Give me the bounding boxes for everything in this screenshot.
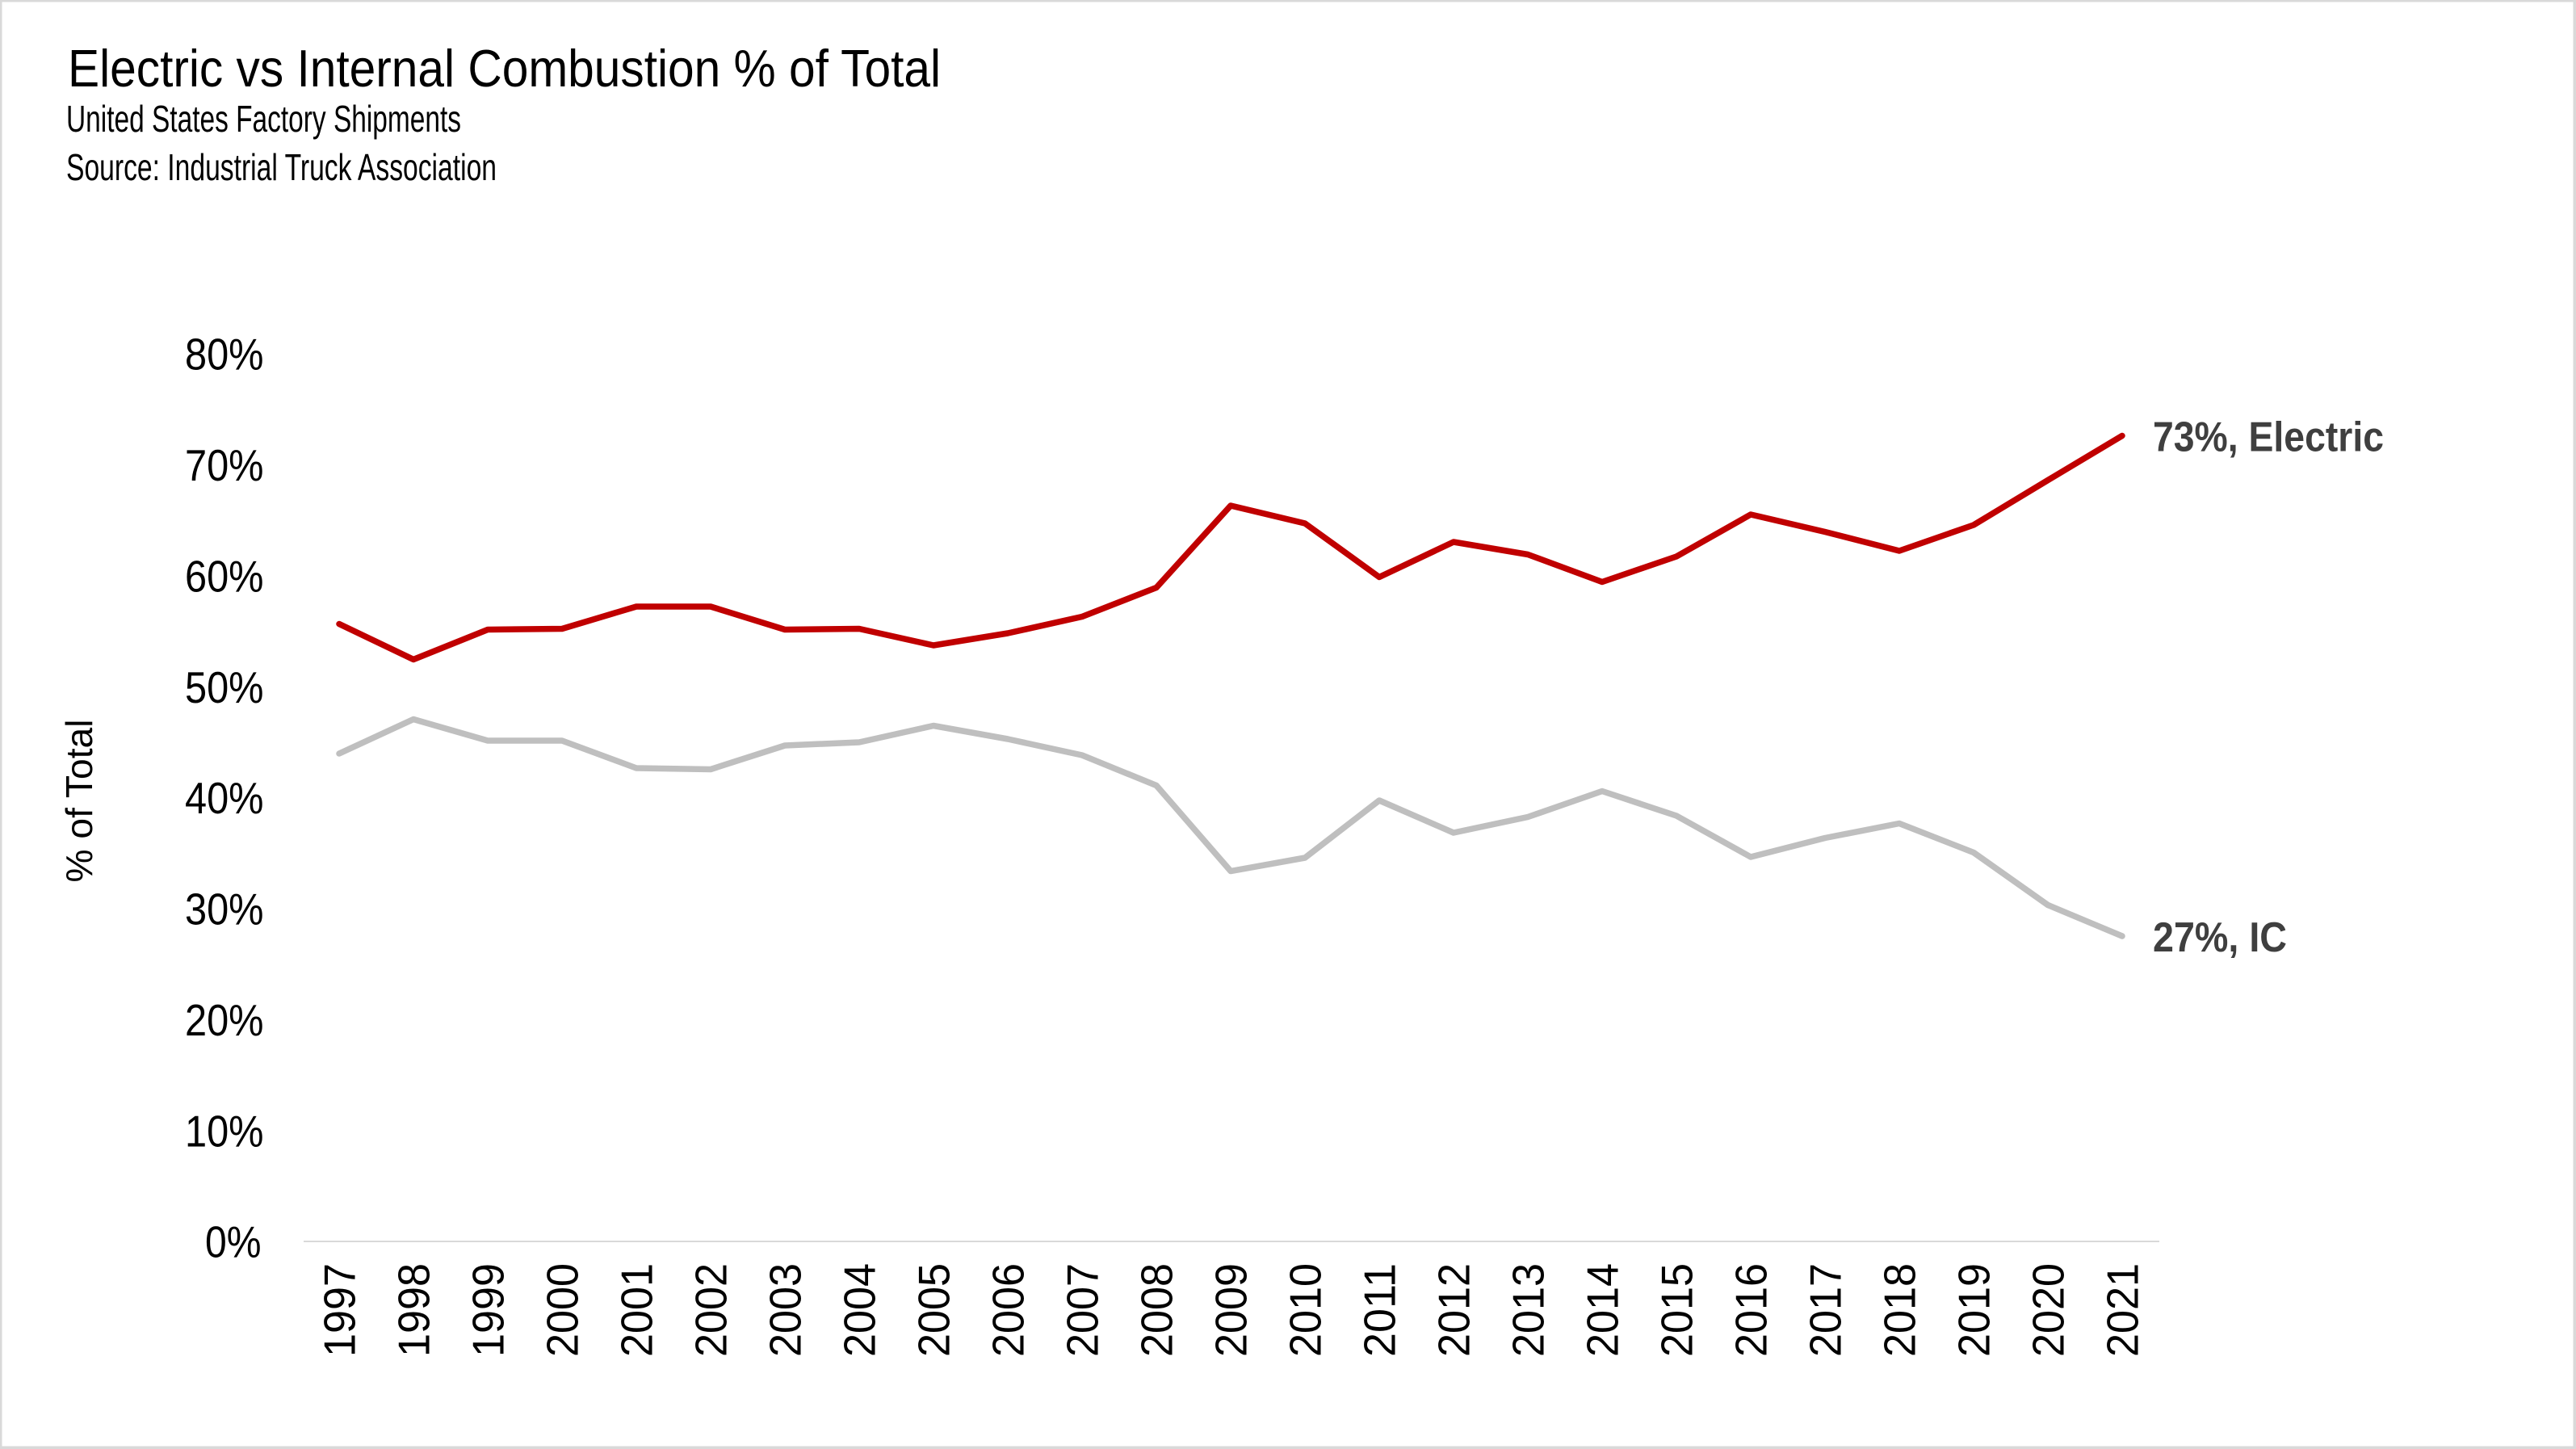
- svg-text:1998: 1998: [389, 1263, 439, 1357]
- svg-text:2010: 2010: [1281, 1263, 1331, 1357]
- svg-text:30%: 30%: [185, 884, 264, 934]
- svg-text:2008: 2008: [1132, 1263, 1182, 1357]
- svg-text:10%: 10%: [185, 1106, 264, 1156]
- svg-text:2006: 2006: [984, 1263, 1034, 1357]
- svg-text:2019: 2019: [1949, 1263, 1999, 1357]
- svg-text:27%, IC: 27%, IC: [2153, 914, 2287, 961]
- svg-text:2014: 2014: [1578, 1263, 1628, 1357]
- svg-text:80%: 80%: [185, 330, 264, 380]
- svg-text:2007: 2007: [1058, 1263, 1108, 1357]
- svg-text:United States Factory Shipment: United States Factory Shipments: [66, 98, 461, 140]
- svg-text:Source: Industrial Truck Assoc: Source: Industrial Truck Association: [66, 146, 497, 188]
- svg-text:1999: 1999: [464, 1263, 514, 1357]
- svg-text:2012: 2012: [1429, 1263, 1479, 1357]
- svg-text:% of Total: % of Total: [58, 720, 100, 883]
- svg-text:Electric vs Internal Combustio: Electric vs Internal Combustion % of Tot…: [68, 39, 941, 98]
- svg-text:20%: 20%: [185, 995, 264, 1045]
- svg-text:2020: 2020: [2024, 1263, 2074, 1357]
- svg-text:2003: 2003: [761, 1263, 811, 1357]
- svg-text:2018: 2018: [1875, 1263, 1925, 1357]
- svg-text:60%: 60%: [185, 552, 264, 602]
- svg-text:2009: 2009: [1206, 1263, 1257, 1357]
- svg-text:2016: 2016: [1726, 1263, 1777, 1357]
- svg-text:0%: 0%: [205, 1217, 262, 1267]
- svg-text:2001: 2001: [612, 1263, 662, 1357]
- svg-text:2013: 2013: [1504, 1263, 1554, 1357]
- svg-text:1997: 1997: [315, 1263, 365, 1357]
- svg-text:73%, Electric: 73%, Electric: [2153, 414, 2384, 461]
- svg-text:2002: 2002: [686, 1263, 736, 1357]
- svg-text:2015: 2015: [1652, 1263, 1702, 1357]
- svg-text:50%: 50%: [185, 662, 264, 712]
- svg-text:40%: 40%: [185, 773, 264, 823]
- svg-text:70%: 70%: [185, 440, 264, 490]
- svg-text:2021: 2021: [2098, 1263, 2148, 1357]
- svg-text:2005: 2005: [909, 1263, 959, 1357]
- svg-text:2011: 2011: [1355, 1263, 1405, 1357]
- svg-text:2017: 2017: [1801, 1263, 1851, 1357]
- svg-text:2004: 2004: [835, 1263, 885, 1357]
- svg-text:2000: 2000: [538, 1263, 588, 1357]
